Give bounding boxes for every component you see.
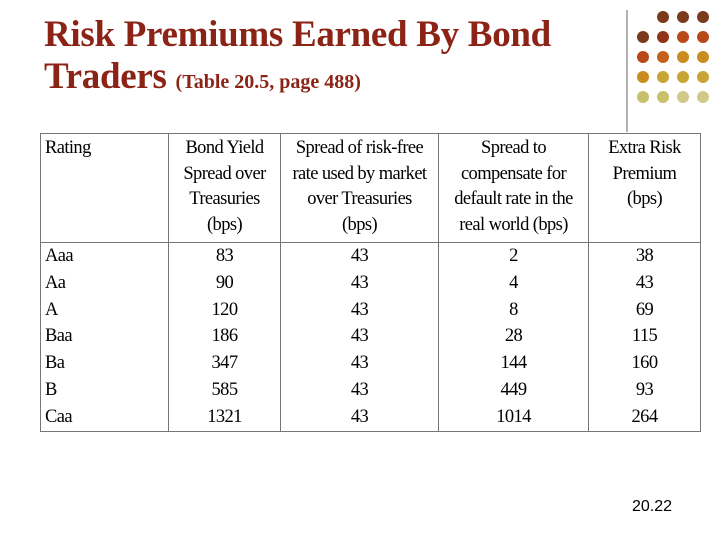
table-cell: 585 (168, 376, 281, 404)
decoration (626, 10, 709, 132)
table-cell: 4 (438, 269, 589, 297)
title-line: Risk Premiums Earned By Bond (44, 14, 551, 55)
table-cell: 160 (588, 350, 701, 377)
table-cell: A (40, 296, 169, 324)
table-row: Caa 1321 43 1014 264 (40, 403, 701, 432)
table-cell: 93 (588, 376, 701, 404)
table-cell: 1014 (438, 403, 589, 432)
table-cell: 144 (438, 350, 589, 377)
column-header: Bond Yield Spread over Treasuries (bps) (168, 133, 281, 243)
header-line: real world (bps) (459, 214, 568, 235)
column-header: Rating (40, 133, 169, 243)
table-cell: 43 (280, 323, 439, 351)
table-row: Aa 90 43 4 43 (40, 269, 701, 297)
table-cell: 186 (168, 323, 281, 351)
table-cell: 449 (438, 376, 589, 404)
table-cell: 43 (280, 269, 439, 297)
table-cell: Aaa (40, 242, 169, 270)
table-row: A 120 43 8 69 (40, 296, 701, 324)
header-line: default rate in the (454, 189, 573, 209)
table-cell: 1321 (168, 403, 281, 432)
title-line: Traders (Table 20.5, page 488) (44, 56, 551, 103)
table-row: Baa 186 43 28 115 (40, 323, 701, 351)
header-line: Treasuries (189, 189, 260, 209)
header-line: Rating (45, 138, 91, 158)
table-cell: 115 (588, 323, 701, 351)
table-cell: 28 (438, 323, 589, 351)
column-header: Spread to compensate for default rate in t… (438, 133, 589, 243)
dots (637, 11, 709, 103)
table-cell: 43 (280, 403, 439, 432)
table-cell: 8 (438, 296, 589, 324)
header-line: Extra Risk (608, 138, 681, 158)
table-cell: Baa (40, 323, 169, 351)
column-header: Extra Risk Premium (bps) (588, 133, 701, 243)
table-cell: 69 (588, 296, 701, 324)
title-line2: Traders (44, 56, 167, 97)
table-cell: B (40, 376, 169, 404)
header-line: Spread to (481, 138, 547, 158)
table-cell: 43 (280, 242, 439, 270)
subtitle: (Table 20.5, page 488) (175, 71, 361, 93)
header-line: compensate for (460, 163, 567, 184)
table-row: B 585 43 449 93 (40, 376, 701, 404)
table-cell: 83 (168, 242, 281, 270)
table-cell: 90 (168, 269, 281, 297)
table-body: Aaa 83 43 2 38 Aa 90 43 4 43 A 120 43 8 69 Baa 186 43 28 11… (40, 242, 701, 432)
table-cell: 43 (280, 376, 439, 404)
header-line: over Treasuries (307, 189, 412, 209)
header-line: (bps) (206, 214, 243, 235)
table-row: Aaa 83 43 2 38 (40, 242, 701, 270)
header-line: Bond Yield (185, 138, 264, 158)
page-number: 20.22 (632, 498, 673, 515)
table-cell: Ba (40, 350, 169, 377)
table-cell: 43 (588, 269, 701, 297)
header-line: rate used by market (292, 163, 428, 184)
header-line: (bps) (341, 214, 378, 235)
header-row: Rating Bond Yield Spread over Treasuries (bp… (40, 133, 701, 243)
table-cell: 43 (280, 350, 439, 377)
table-row: Ba 347 43 144 160 (40, 350, 701, 377)
table-cell: 38 (588, 242, 701, 270)
table-cell: Aa (40, 269, 169, 297)
header-line: Premium (612, 163, 677, 184)
header-line: (bps) (626, 189, 663, 209)
table-cell: 264 (588, 403, 701, 432)
header-line: Spread over (183, 163, 266, 184)
data-table: Rating Bond Yield Spread over Treasuries (bp… (40, 133, 701, 432)
table-cell: 347 (168, 350, 281, 377)
table-cell: Caa (40, 403, 169, 432)
slide-title: Risk Premiums Earned By Bond Traders (Ta… (44, 14, 551, 103)
header-line: Spread of risk-free (295, 138, 424, 158)
column-header: Spread of risk-free rate used by market ov… (280, 133, 439, 243)
table-cell: 120 (168, 296, 281, 324)
table-cell: 2 (438, 242, 589, 270)
table-cell: 43 (280, 296, 439, 324)
